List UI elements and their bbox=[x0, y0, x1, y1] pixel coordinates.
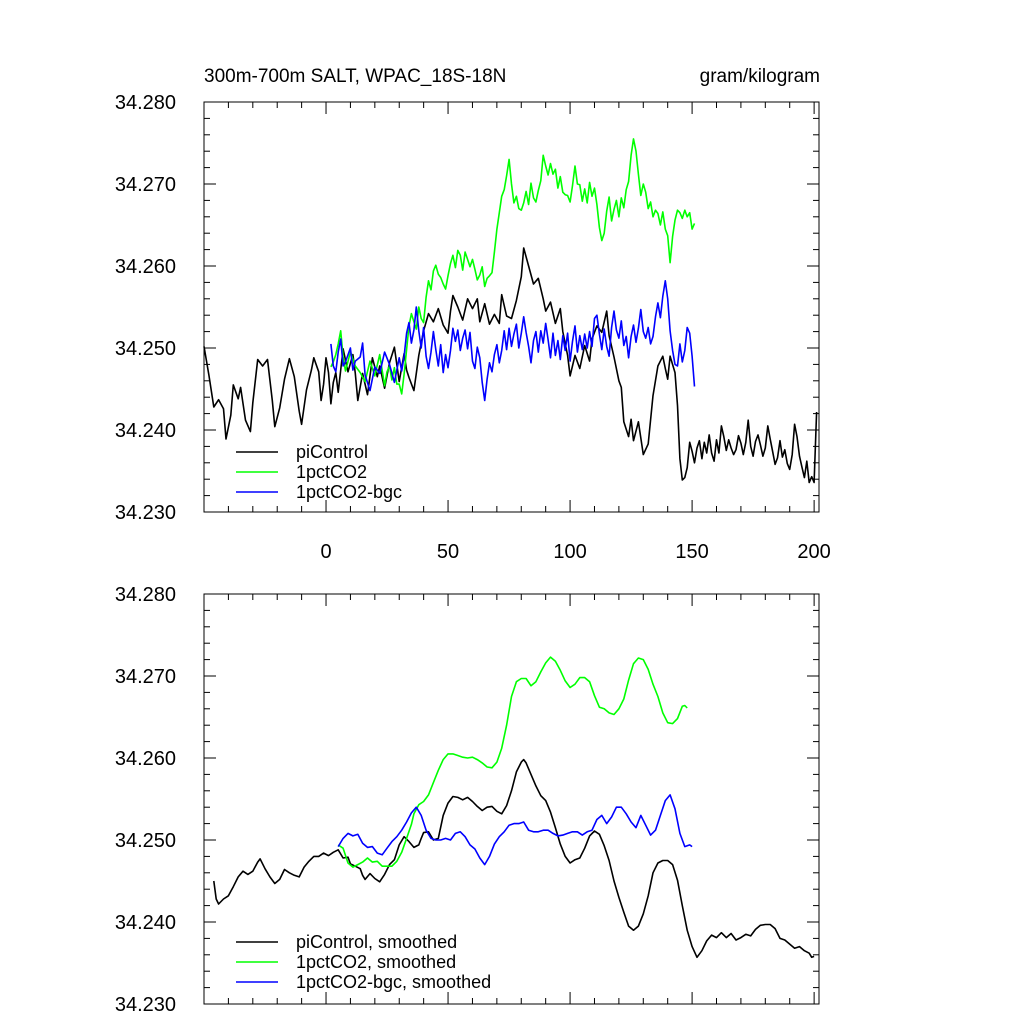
series-line-picontrol bbox=[203, 247, 818, 484]
y-tick-label: 34.280 bbox=[115, 92, 176, 114]
x-tick-label: 0 bbox=[320, 541, 331, 563]
legend-label-picontrol: piControl bbox=[296, 442, 368, 462]
y-tick-label: 34.260 bbox=[115, 256, 176, 278]
series-line-1pctco2 bbox=[330, 138, 696, 395]
legend-label-1pctco2-smoothed: 1pctCO2, smoothed bbox=[296, 952, 456, 972]
series-line-picontrol-smoothed bbox=[213, 758, 815, 959]
series-line-1pctco2-bgc bbox=[330, 279, 696, 402]
legend-label-1pctco2-bgc-smoothed: 1pctCO2-bgc, smoothed bbox=[296, 972, 491, 992]
x-tick-label: 50 bbox=[437, 541, 459, 563]
axis-ticks: 34.230 34.240 34.250 34.260 34.270 34.280 0 50 1… bbox=[115, 92, 831, 563]
plot-frame bbox=[203, 593, 820, 1005]
plot-frame bbox=[203, 101, 820, 513]
legend-label-picontrol-smoothed: piControl, smoothed bbox=[296, 932, 457, 952]
y-tick-label: 34.230 bbox=[115, 994, 176, 1016]
units-label: gram/kilogram bbox=[700, 66, 820, 87]
y-tick-label: 34.250 bbox=[115, 338, 176, 360]
legend-label-1pctco2: 1pctCO2 bbox=[296, 462, 367, 482]
axis-ticks: 34.230 34.240 34.250 34.260 34.270 34.280 bbox=[115, 584, 819, 1016]
series-layer bbox=[213, 656, 815, 959]
legend: piControl, smoothed 1pctCO2, smoothed 1p… bbox=[236, 932, 491, 992]
series-layer bbox=[203, 138, 818, 484]
series-line-1pctco2-smoothed bbox=[337, 656, 688, 868]
legend: piControl 1pctCO2 1pctCO2-bgc bbox=[236, 442, 402, 502]
top-panel: 300m-700m SALT, WPAC_18S-18N gram/kilogr… bbox=[115, 66, 831, 563]
bottom-panel: 34.230 34.240 34.250 34.260 34.270 34.280 piC… bbox=[115, 584, 820, 1016]
x-tick-label: 200 bbox=[797, 541, 830, 563]
y-tick-label: 34.240 bbox=[115, 912, 176, 934]
x-tick-label: 150 bbox=[675, 541, 708, 563]
chart-title: 300m-700m SALT, WPAC_18S-18N bbox=[204, 66, 506, 87]
y-tick-label: 34.270 bbox=[115, 666, 176, 688]
y-tick-label: 34.280 bbox=[115, 584, 176, 606]
legend-label-1pctco2-bgc: 1pctCO2-bgc bbox=[296, 482, 402, 502]
y-tick-label: 34.250 bbox=[115, 830, 176, 852]
x-tick-label: 100 bbox=[553, 541, 586, 563]
y-tick-label: 34.240 bbox=[115, 420, 176, 442]
series-line-1pctco2-bgc-smoothed bbox=[337, 794, 693, 866]
y-tick-label: 34.260 bbox=[115, 748, 176, 770]
y-tick-label: 34.230 bbox=[115, 502, 176, 524]
y-tick-label: 34.270 bbox=[115, 174, 176, 196]
